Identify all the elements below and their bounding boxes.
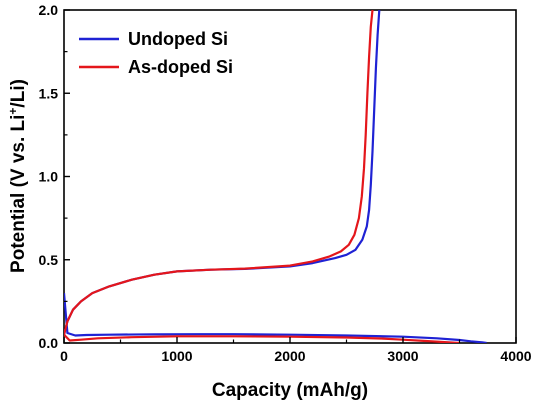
y-axis-title: Potential (V vs. Li+/Li) (6, 79, 29, 273)
legend: Undoped Si As-doped Si (79, 29, 233, 77)
x-tick-label: 3000 (387, 348, 418, 364)
x-tick-label: 1000 (161, 348, 192, 364)
series-1-discharge-line (64, 333, 460, 343)
x-tick-label: 2000 (274, 348, 305, 364)
legend-label-asdoped: As-doped Si (128, 57, 233, 77)
legend-label-undoped: Undoped Si (128, 29, 228, 49)
plot-area-frame (63, 9, 517, 344)
x-tick-label: 4000 (500, 348, 531, 364)
y-tick-label: 0.5 (39, 252, 59, 268)
x-axis-title: Capacity (mAh/g) (212, 380, 368, 401)
x-tick-label: 0 (60, 348, 68, 364)
y-tick-label: 1.5 (39, 85, 59, 101)
y-tick-label: 1.0 (39, 169, 59, 185)
series-1-charge-line (64, 10, 374, 335)
y-tick-label: 2.0 (39, 2, 59, 18)
y-tick-label: 0.0 (39, 335, 59, 351)
series-0-discharge-line (64, 293, 487, 343)
